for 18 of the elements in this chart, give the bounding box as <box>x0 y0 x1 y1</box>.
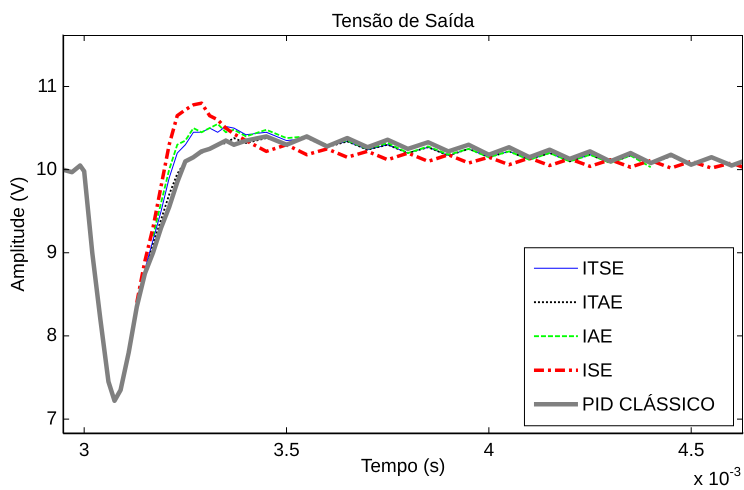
y-tick-label: 8 <box>46 325 58 346</box>
x-axis-title: Tempo (s) <box>360 456 446 477</box>
x-tick-label: 4 <box>484 440 495 461</box>
chart-title: Tensão de Saída <box>332 11 475 32</box>
x-tick-label: 3 <box>78 440 90 461</box>
line-series <box>152 123 652 238</box>
y-tick-label: 7 <box>46 408 58 430</box>
legend-label: ITAE <box>582 292 623 314</box>
legend-label: IAE <box>582 326 613 348</box>
y-axis-title: Amplitude (V) <box>8 176 29 292</box>
legend-label: ITSE <box>582 258 624 280</box>
x-tick-label: 3.5 <box>273 440 300 461</box>
y-tick-label: 11 <box>37 76 58 97</box>
x-tick-label: 4.5 <box>678 440 704 461</box>
legend-label: ISE <box>582 360 613 382</box>
y-tick-label: 9 <box>46 242 58 264</box>
legend-label: PID CLÁSSICO <box>582 393 716 416</box>
y-tick-label: 10 <box>36 158 58 180</box>
